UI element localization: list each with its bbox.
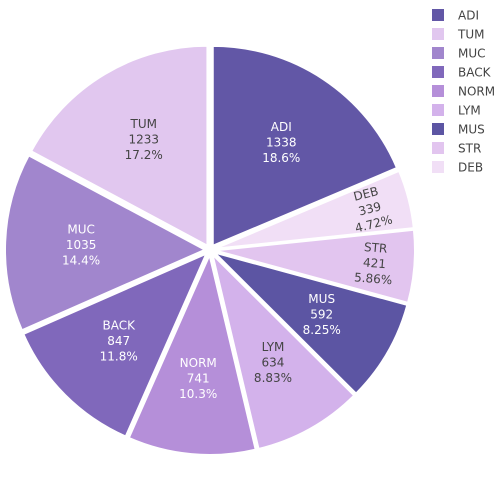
legend-label-str: STR <box>458 142 481 156</box>
legend-item-mus[interactable]: MUS <box>432 123 485 137</box>
pie-slice-labels: ADI 1338 18.6%DEB3394.72%STR4215.86%MUS 592… <box>62 117 396 401</box>
pie-slice-str[interactable] <box>214 228 416 305</box>
legend-swatch-muc <box>432 47 444 59</box>
pie-slice-norm[interactable] <box>127 251 257 456</box>
legend-label-lym: LYM <box>458 104 481 118</box>
legend-item-adi[interactable]: ADI <box>432 9 479 23</box>
pie-slice-adi[interactable] <box>211 44 399 248</box>
legend-item-lym[interactable]: LYM <box>432 104 481 118</box>
legend: ADI TUM MUC BACK NORM LYM MUS STR DEB <box>432 9 495 175</box>
pie-slice-mus[interactable] <box>210 250 409 396</box>
legend-item-tum[interactable]: TUM <box>432 28 484 42</box>
legend-label-deb: DEB <box>458 161 483 175</box>
legend-swatch-lym <box>432 104 444 116</box>
legend-item-deb[interactable]: DEB <box>432 161 483 175</box>
pie-slice-lym[interactable] <box>210 251 356 451</box>
legend-item-back[interactable]: BACK <box>432 66 492 80</box>
pie-slice-muc[interactable] <box>4 154 208 332</box>
pie-slice-label-muc: MUC 1035 14.4% <box>62 222 100 267</box>
legend-label-muc: MUC <box>458 47 486 61</box>
legend-swatch-norm <box>432 85 444 97</box>
legend-label-mus: MUS <box>458 123 485 137</box>
pie-slice-label-str: STR4215.86% <box>354 239 396 287</box>
legend-label-norm: NORM <box>458 85 495 99</box>
pie-slice-label-lym: LYM 634 8.83% <box>254 340 292 385</box>
legend-item-norm[interactable]: NORM <box>432 85 495 99</box>
legend-label-back: BACK <box>458 66 492 80</box>
legend-swatch-back <box>432 66 444 78</box>
pie-slice-back[interactable] <box>22 251 209 438</box>
pie-slice-tum[interactable] <box>29 44 209 248</box>
legend-item-str[interactable]: STR <box>432 142 481 156</box>
pie-slice-label-tum: TUM 1233 17.2% <box>125 117 163 162</box>
pie-slice-label-mus: MUS 592 8.25% <box>303 292 341 337</box>
legend-label-adi: ADI <box>458 9 479 23</box>
legend-swatch-adi <box>432 9 444 21</box>
legend-label-tum: TUM <box>457 28 484 42</box>
legend-swatch-str <box>432 142 444 154</box>
pie-slice-label-adi: ADI 1338 18.6% <box>262 120 300 165</box>
pie-slices <box>4 44 416 456</box>
legend-swatch-deb <box>432 161 444 173</box>
legend-swatch-mus <box>432 123 444 135</box>
pie-slice-deb[interactable] <box>214 169 415 250</box>
pie-slice-label-back: BACK 847 11.8% <box>100 319 138 364</box>
legend-swatch-tum <box>432 28 444 40</box>
legend-item-muc[interactable]: MUC <box>432 47 486 61</box>
pie-slice-label-norm: NORM 741 10.3% <box>179 356 217 401</box>
